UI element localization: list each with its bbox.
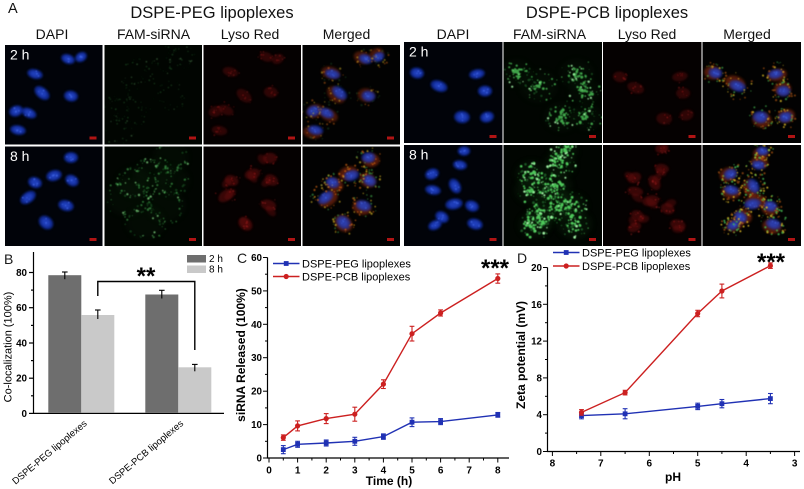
svg-text:1: 1 <box>295 466 301 477</box>
svg-text:7: 7 <box>466 466 472 477</box>
svg-text:3: 3 <box>352 466 358 477</box>
svg-text:0: 0 <box>22 409 28 420</box>
svg-text:DSPE-PEG lipoplexes: DSPE-PEG lipoplexes <box>302 259 411 271</box>
svg-text:5: 5 <box>695 459 701 470</box>
svg-text:12: 12 <box>531 337 542 348</box>
svg-text:0: 0 <box>257 454 263 465</box>
svg-text:8 h: 8 h <box>209 265 223 276</box>
svg-text:Time (h): Time (h) <box>366 474 412 488</box>
svg-text:16: 16 <box>531 300 542 311</box>
svg-text:10: 10 <box>251 420 262 431</box>
svg-text:2 h: 2 h <box>209 254 223 265</box>
svg-text:DSPE-PCB lipoplexes: DSPE-PCB lipoplexes <box>582 261 691 273</box>
svg-text:4: 4 <box>537 410 543 421</box>
svg-text:6: 6 <box>438 466 444 477</box>
svg-text:20: 20 <box>251 387 262 398</box>
svg-text:0: 0 <box>266 466 272 477</box>
svg-text:**: ** <box>137 263 156 290</box>
svg-text:8 h: 8 h <box>409 147 428 163</box>
svg-text:DSPE-PEG lipoplexes: DSPE-PEG lipoplexes <box>10 418 89 487</box>
svg-text:40: 40 <box>251 320 262 331</box>
svg-text:Co-localization (100%): Co-localization (100%) <box>3 292 15 403</box>
svg-text:8 h: 8 h <box>10 148 29 164</box>
svg-text:60: 60 <box>251 253 262 264</box>
svg-text:***: *** <box>757 249 786 276</box>
svg-text:60: 60 <box>16 303 27 314</box>
svg-text:7: 7 <box>598 459 604 470</box>
svg-text:6: 6 <box>647 459 653 470</box>
svg-text:C: C <box>237 250 247 266</box>
svg-text:DSPE-PCB lipoplexes: DSPE-PCB lipoplexes <box>302 272 411 284</box>
svg-text:0: 0 <box>537 447 543 458</box>
svg-text:2: 2 <box>323 466 329 477</box>
svg-text:4: 4 <box>743 459 749 470</box>
svg-text:50: 50 <box>251 286 262 297</box>
svg-text:8: 8 <box>537 373 543 384</box>
svg-text:40: 40 <box>16 339 27 350</box>
svg-text:***: *** <box>481 255 510 282</box>
svg-text:5: 5 <box>409 466 415 477</box>
svg-text:2 h: 2 h <box>10 47 29 63</box>
svg-text:pH: pH <box>665 470 681 484</box>
svg-text:D: D <box>517 250 527 266</box>
svg-text:siRNA Released (100%): siRNA Released (100%) <box>235 288 248 422</box>
svg-text:Zeta potential (mV): Zeta potential (mV) <box>515 301 528 409</box>
svg-text:3: 3 <box>792 459 798 470</box>
svg-text:2 h: 2 h <box>409 44 428 60</box>
svg-text:B: B <box>4 251 13 267</box>
svg-text:80: 80 <box>16 268 27 279</box>
svg-text:20: 20 <box>531 263 542 274</box>
svg-text:8: 8 <box>550 459 556 470</box>
svg-text:30: 30 <box>251 353 262 364</box>
svg-text:20: 20 <box>16 374 27 385</box>
svg-text:DSPE-PCB lipoplexes: DSPE-PCB lipoplexes <box>107 418 186 487</box>
svg-text:DSPE-PEG lipoplexes: DSPE-PEG lipoplexes <box>582 248 691 260</box>
svg-text:8: 8 <box>495 466 501 477</box>
svg-text:4: 4 <box>381 466 387 477</box>
